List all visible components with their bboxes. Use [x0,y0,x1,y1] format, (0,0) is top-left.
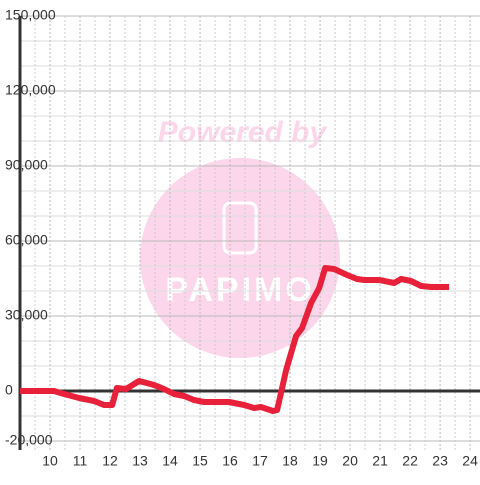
watermark-text: Powered by [158,116,328,149]
y-tick-label: 30,000 [5,307,48,323]
watermark-logo: PAPIMO [165,271,315,309]
x-tick-label: 10 [42,453,58,469]
data-line [20,265,450,414]
x-tick-label: 14 [162,453,178,469]
x-tick-label: 19 [312,453,328,469]
plot [18,16,480,450]
y-tick-label: 120,000 [5,82,56,98]
x-tick-label: 17 [252,453,268,469]
y-tick-label: -20,000 [5,432,53,448]
watermark-icon [222,201,258,255]
x-tick-label: 11 [73,453,88,469]
x-tick-label: 22 [402,453,418,469]
y-tick-label: 90,000 [5,157,48,173]
x-tick-label: 18 [282,453,298,469]
grid [20,15,480,450]
x-tick-label: 23 [432,453,448,469]
x-tick-label: 20 [342,453,358,469]
x-tick-label: 24 [462,453,478,469]
y-tick-label: 0 [5,382,13,398]
x-tick-label: 21 [372,453,388,469]
x-tick-label: 12 [102,453,118,469]
x-tick-label: 13 [132,453,148,469]
y-tick-label: 60,000 [5,232,48,248]
y-tick-label: 150,000 [5,7,56,23]
x-tick-label: 15 [192,453,208,469]
x-tick-label: 16 [222,453,238,469]
